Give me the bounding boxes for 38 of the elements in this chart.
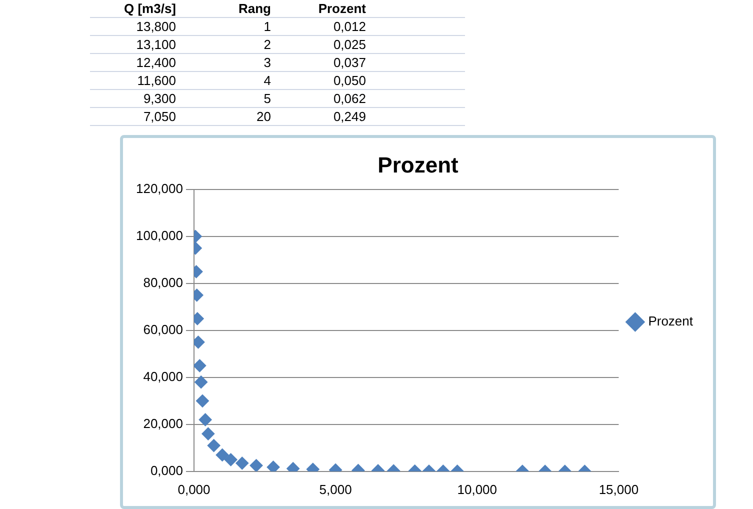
x-tick-label: 0,000 <box>178 482 210 497</box>
text: 3 <box>180 54 275 72</box>
text: 0,037 <box>275 54 370 72</box>
point <box>194 376 208 389</box>
point <box>196 394 209 408</box>
y-tick-label: 120,000 <box>136 180 183 196</box>
y-tick-label: 100,000 <box>136 228 183 243</box>
legend-label: Prozent <box>648 314 694 329</box>
text: 20 <box>180 108 275 126</box>
y-tick-label: 20,000 <box>143 416 183 431</box>
text: 0,025 <box>275 36 370 54</box>
text: 7,050 <box>90 108 180 126</box>
text: 9,300 <box>90 90 180 108</box>
text: 0,012 <box>275 18 370 36</box>
x-tick-label: 10,000 <box>457 482 498 497</box>
point <box>266 460 280 472</box>
text: Q [m3/s] <box>90 0 180 18</box>
y-tick-label: 60,000 <box>143 322 183 337</box>
text: 0,050 <box>275 72 370 90</box>
text: 13,100 <box>90 36 180 54</box>
chart-title: Prozent <box>378 152 460 178</box>
x-tick-label: 5,000 <box>319 482 352 497</box>
text: 0,062 <box>275 90 370 108</box>
point <box>194 359 206 372</box>
y-tick-label: 0,000 <box>150 462 183 478</box>
text: Rang <box>180 0 275 18</box>
x-tick-label: 15,000 <box>598 482 639 497</box>
text: 5 <box>180 90 275 108</box>
text: 11,600 <box>90 72 180 90</box>
y-tick-label: 40,000 <box>143 368 183 384</box>
text: 4 <box>180 72 275 90</box>
text: 12,400 <box>90 54 180 72</box>
text: 2 <box>180 36 275 54</box>
text: Prozent <box>275 0 370 18</box>
y-tick-label: 80,000 <box>143 274 183 290</box>
text: 13,800 <box>90 18 180 36</box>
text: 0,249 <box>275 108 370 126</box>
text: 1 <box>180 18 275 36</box>
